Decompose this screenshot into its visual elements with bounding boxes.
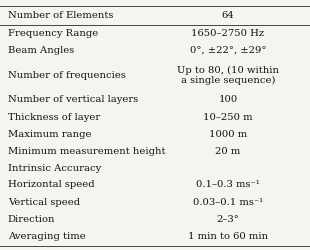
Text: 10–250 m: 10–250 m [203,113,253,122]
Text: 64: 64 [221,10,234,20]
Text: Maximum range: Maximum range [8,130,91,139]
Text: Up to 80, (10 within
a single sequence): Up to 80, (10 within a single sequence) [177,66,279,85]
Text: 0.1–0.3 ms⁻¹: 0.1–0.3 ms⁻¹ [196,180,260,189]
Text: Horizontal speed: Horizontal speed [8,180,94,189]
Text: Number of vertical layers: Number of vertical layers [8,96,138,104]
Text: Number of frequencies: Number of frequencies [8,71,126,80]
Text: Thickness of layer: Thickness of layer [8,113,100,122]
Text: Vertical speed: Vertical speed [8,198,80,207]
Text: Minimum measurement height: Minimum measurement height [8,148,165,156]
Text: 1650–2750 Hz: 1650–2750 Hz [191,29,264,38]
Text: 1 min to 60 min: 1 min to 60 min [188,232,268,241]
Text: Beam Angles: Beam Angles [8,46,74,55]
Text: Frequency Range: Frequency Range [8,29,98,38]
Text: 0°, ±22°, ±29°: 0°, ±22°, ±29° [190,46,266,55]
Text: 20 m: 20 m [215,148,241,156]
Text: Number of Elements: Number of Elements [8,10,113,20]
Text: 2–3°: 2–3° [216,215,239,224]
Text: Direction: Direction [8,215,55,224]
Text: Intrinsic Accuracy: Intrinsic Accuracy [8,164,101,173]
Text: Averaging time: Averaging time [8,232,86,241]
Text: 1000 m: 1000 m [209,130,247,139]
Text: 100: 100 [218,96,237,104]
Text: 0.03–0.1 ms⁻¹: 0.03–0.1 ms⁻¹ [193,198,263,207]
